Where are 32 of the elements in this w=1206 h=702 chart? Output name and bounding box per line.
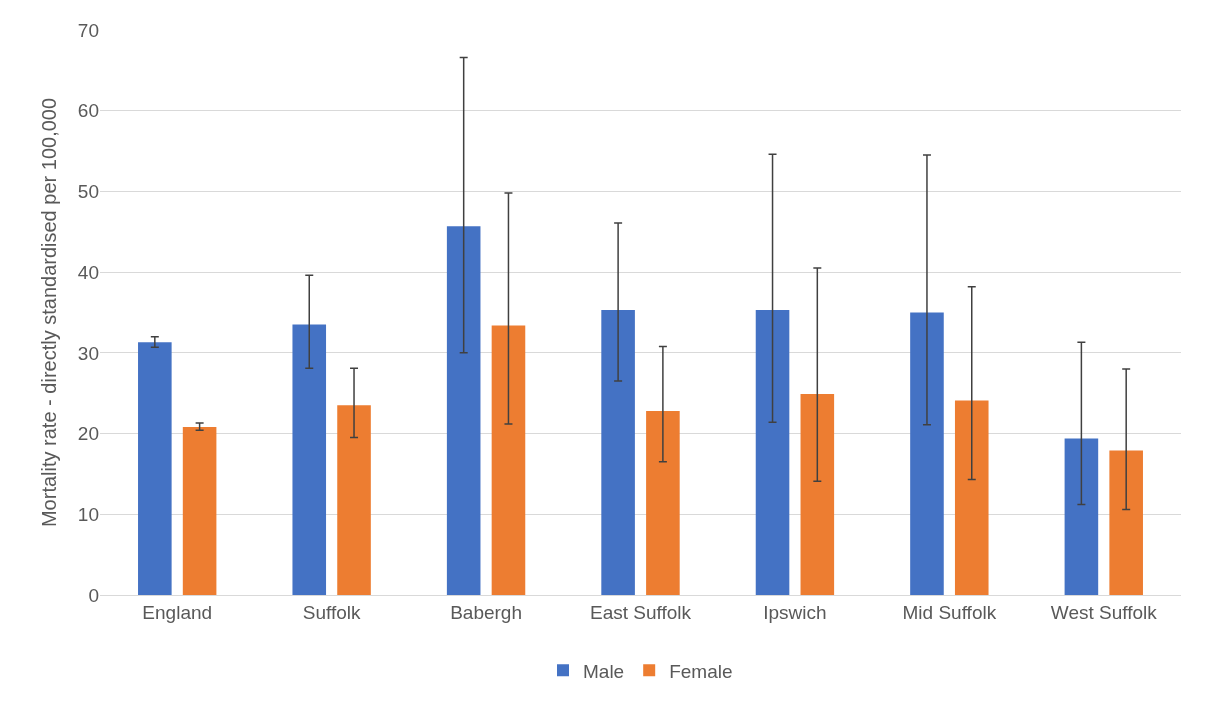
bar bbox=[954, 400, 989, 595]
bar bbox=[910, 312, 944, 595]
x-tick-label: East Suffolk bbox=[589, 601, 692, 623]
x-tick-label: England bbox=[142, 601, 213, 623]
bar bbox=[138, 342, 172, 595]
bar bbox=[646, 410, 680, 595]
bar bbox=[1109, 450, 1143, 595]
y-tick-label: 50 bbox=[77, 181, 99, 203]
bar bbox=[491, 325, 526, 595]
legend-label: Male bbox=[583, 660, 625, 682]
y-axis-title: Mortality rate - directly standardised per 100,000 bbox=[38, 97, 61, 528]
bar bbox=[755, 310, 790, 595]
y-tick-label: 10 bbox=[77, 503, 99, 525]
bar bbox=[800, 394, 835, 595]
bar bbox=[1064, 438, 1099, 595]
x-tick-label: Babergh bbox=[450, 601, 522, 623]
bar bbox=[292, 324, 327, 595]
x-tick-label: Ipswich bbox=[763, 601, 827, 623]
y-tick-label: 60 bbox=[77, 100, 99, 122]
y-tick-label: 30 bbox=[77, 342, 99, 364]
bar bbox=[601, 310, 635, 595]
x-tick-label: West Suffolk bbox=[1050, 601, 1158, 623]
legend-label: Female bbox=[669, 660, 733, 682]
y-tick-label: 70 bbox=[77, 19, 99, 41]
x-tick-label: Mid Suffolk bbox=[902, 601, 997, 623]
bar bbox=[337, 405, 371, 595]
bar bbox=[446, 226, 481, 595]
x-tick-label: Suffolk bbox=[302, 601, 362, 623]
y-tick-label: 20 bbox=[77, 423, 99, 445]
bar bbox=[182, 427, 217, 595]
y-tick-label: 0 bbox=[88, 584, 99, 606]
y-tick-label: 40 bbox=[77, 261, 99, 283]
